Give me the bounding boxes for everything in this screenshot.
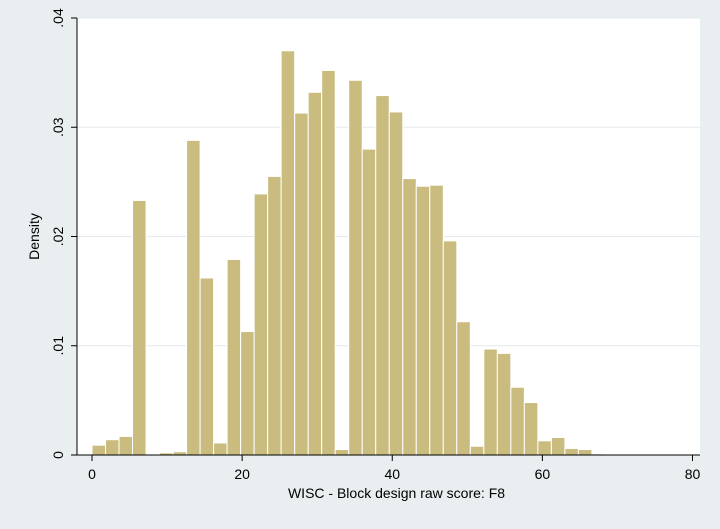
- histogram-bar: [402, 178, 417, 456]
- histogram-bar: [280, 50, 296, 456]
- histogram-bar: [442, 240, 458, 456]
- histogram-bar: [91, 444, 107, 456]
- histogram-bar: [118, 435, 134, 456]
- histogram-bar: [361, 148, 377, 456]
- histogram-bar: [429, 184, 444, 456]
- y-tick-label: .02: [50, 227, 66, 247]
- histogram-bar: [577, 449, 593, 456]
- x-tick-label: 20: [234, 466, 250, 482]
- histogram-bar: [456, 321, 471, 456]
- histogram-bar: [199, 277, 215, 456]
- histogram-bar: [267, 175, 282, 456]
- histogram-bar: [510, 386, 525, 456]
- histogram-bar: [348, 79, 363, 456]
- histogram-bar: [564, 447, 579, 456]
- y-tick-label: .03: [50, 117, 66, 137]
- histogram-bar: [537, 440, 552, 456]
- histogram-bar: [415, 185, 431, 456]
- histogram-bar: [294, 112, 309, 456]
- histogram-bar: [132, 199, 147, 456]
- histogram-bar: [469, 445, 485, 456]
- histogram-bar: [334, 449, 350, 456]
- bars: [91, 50, 606, 456]
- y-tick-label: .01: [50, 336, 66, 356]
- x-axis-label: WISC - Block design raw score: F8: [288, 485, 505, 501]
- y-axis-label: Density: [26, 213, 42, 260]
- histogram-bar: [483, 348, 498, 456]
- histogram-bar: [186, 139, 201, 456]
- axes: 0 20 40 60 80 0 .01 .02 .03 .04: [50, 8, 700, 482]
- histogram-bar: [550, 437, 566, 456]
- histogram-bar: [307, 91, 323, 456]
- histogram-bar: [375, 95, 390, 456]
- x-tick-label: 0: [88, 466, 96, 482]
- histogram-bar: [213, 442, 228, 456]
- y-tick-label: .04: [50, 8, 66, 28]
- histogram-bar: [321, 69, 336, 456]
- x-tick-label: 80: [685, 466, 701, 482]
- histogram-bar: [226, 258, 242, 456]
- histogram-bar: [253, 193, 269, 456]
- histogram-bar: [388, 111, 404, 456]
- histogram-bar: [496, 352, 512, 456]
- x-tick-label: 40: [384, 466, 400, 482]
- y-tick-label: 0: [50, 451, 66, 459]
- histogram-bar: [105, 439, 120, 456]
- histogram-bar: [523, 402, 539, 456]
- x-tick-label: 60: [535, 466, 551, 482]
- histogram-bar: [240, 331, 255, 456]
